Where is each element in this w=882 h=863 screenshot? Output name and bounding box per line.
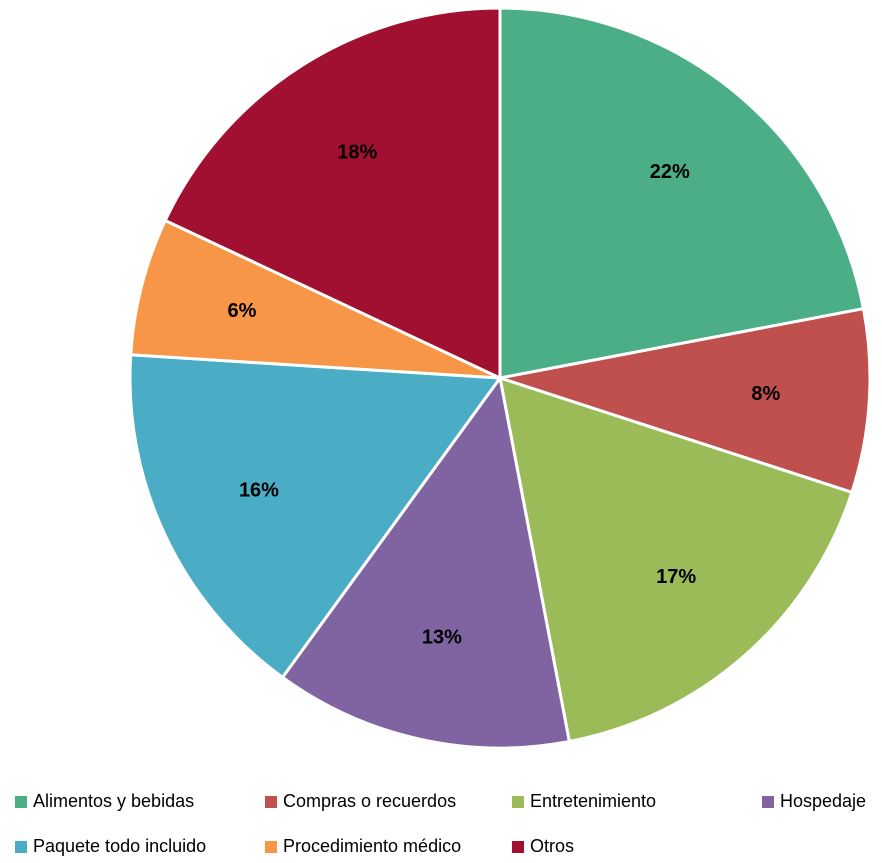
legend-swatch [15, 796, 27, 808]
pie-slice [129, 218, 501, 380]
pie-slice [280, 374, 572, 750]
pie-slice [128, 353, 503, 680]
legend-swatch [762, 796, 774, 808]
legend-label: Alimentos y bebidas [33, 791, 194, 811]
legend-label: Entretenimiento [530, 791, 656, 811]
legend-label: Compras o recuerdos [283, 791, 456, 811]
pie-slice [498, 6, 866, 380]
data-label: 17% [656, 566, 696, 588]
legend-label: Otros [530, 836, 574, 856]
legend-label: Procedimiento médico [283, 836, 461, 856]
legend-label: Hospedaje [780, 791, 866, 811]
legend-swatch [15, 841, 27, 853]
data-label: 8% [751, 383, 780, 405]
data-label: 6% [228, 300, 257, 322]
data-label: 16% [239, 480, 279, 502]
pie-slice [499, 306, 872, 495]
legend-label: Paquete todo incluido [33, 836, 206, 856]
legend-swatch [512, 841, 524, 853]
data-label: 13% [422, 626, 462, 648]
pie-slice [163, 6, 502, 381]
legend-swatch [265, 841, 277, 853]
data-label: 18% [337, 141, 377, 163]
data-label: 22% [650, 161, 690, 183]
pie-slice [498, 375, 854, 744]
legend-swatch [512, 796, 524, 808]
legend-swatch [265, 796, 277, 808]
